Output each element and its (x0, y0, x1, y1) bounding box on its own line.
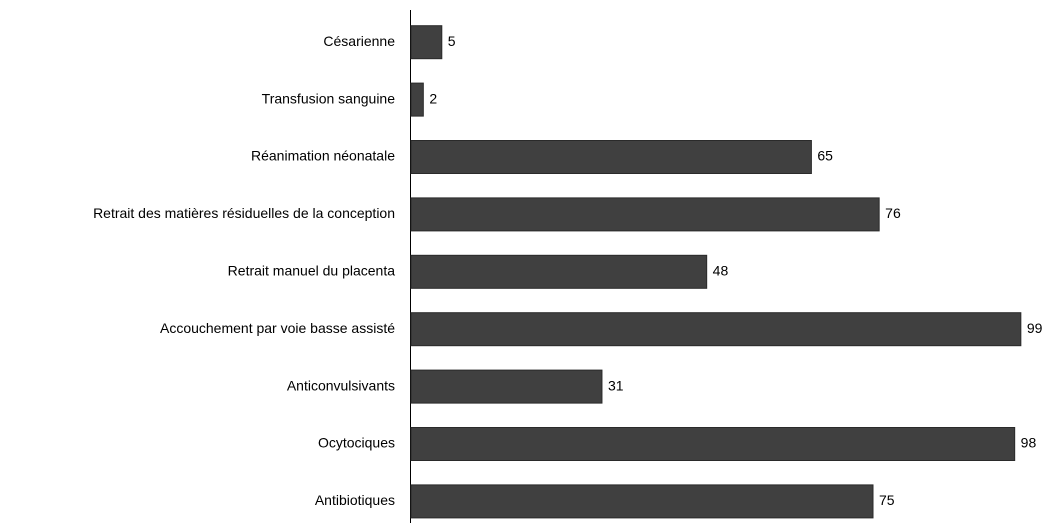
bar (410, 197, 880, 232)
data-label: 2 (429, 90, 437, 106)
bar (410, 484, 874, 519)
data-label: 48 (713, 263, 729, 279)
y-tick-label: Transfusion sanguine (262, 90, 396, 106)
y-tick-label: Retrait des matières résiduelles de la c… (93, 205, 395, 221)
y-tick-label: Ocytociques (318, 435, 395, 451)
data-label: 99 (1027, 320, 1043, 336)
data-label: 76 (885, 205, 901, 221)
data-label: 5 (448, 33, 456, 49)
bar (410, 25, 443, 60)
data-label: 31 (608, 377, 624, 393)
bar (410, 427, 1016, 461)
bar (410, 312, 1022, 347)
y-tick-label: Retrait manuel du placenta (228, 263, 396, 279)
y-tick-label: Anticonvulsivants (287, 377, 395, 393)
data-label: 65 (817, 148, 833, 164)
bar (410, 369, 603, 404)
bar (410, 254, 708, 289)
y-tick-label: Antibiotiques (315, 492, 395, 508)
bar (410, 82, 424, 117)
y-tick-label: Réanimation néonatale (251, 148, 395, 164)
bar (410, 140, 812, 174)
y-tick-label: Césarienne (323, 33, 395, 49)
data-label: 75 (879, 492, 895, 508)
data-label: 98 (1021, 435, 1037, 451)
y-tick-label: Accouchement par voie basse assisté (160, 320, 395, 336)
